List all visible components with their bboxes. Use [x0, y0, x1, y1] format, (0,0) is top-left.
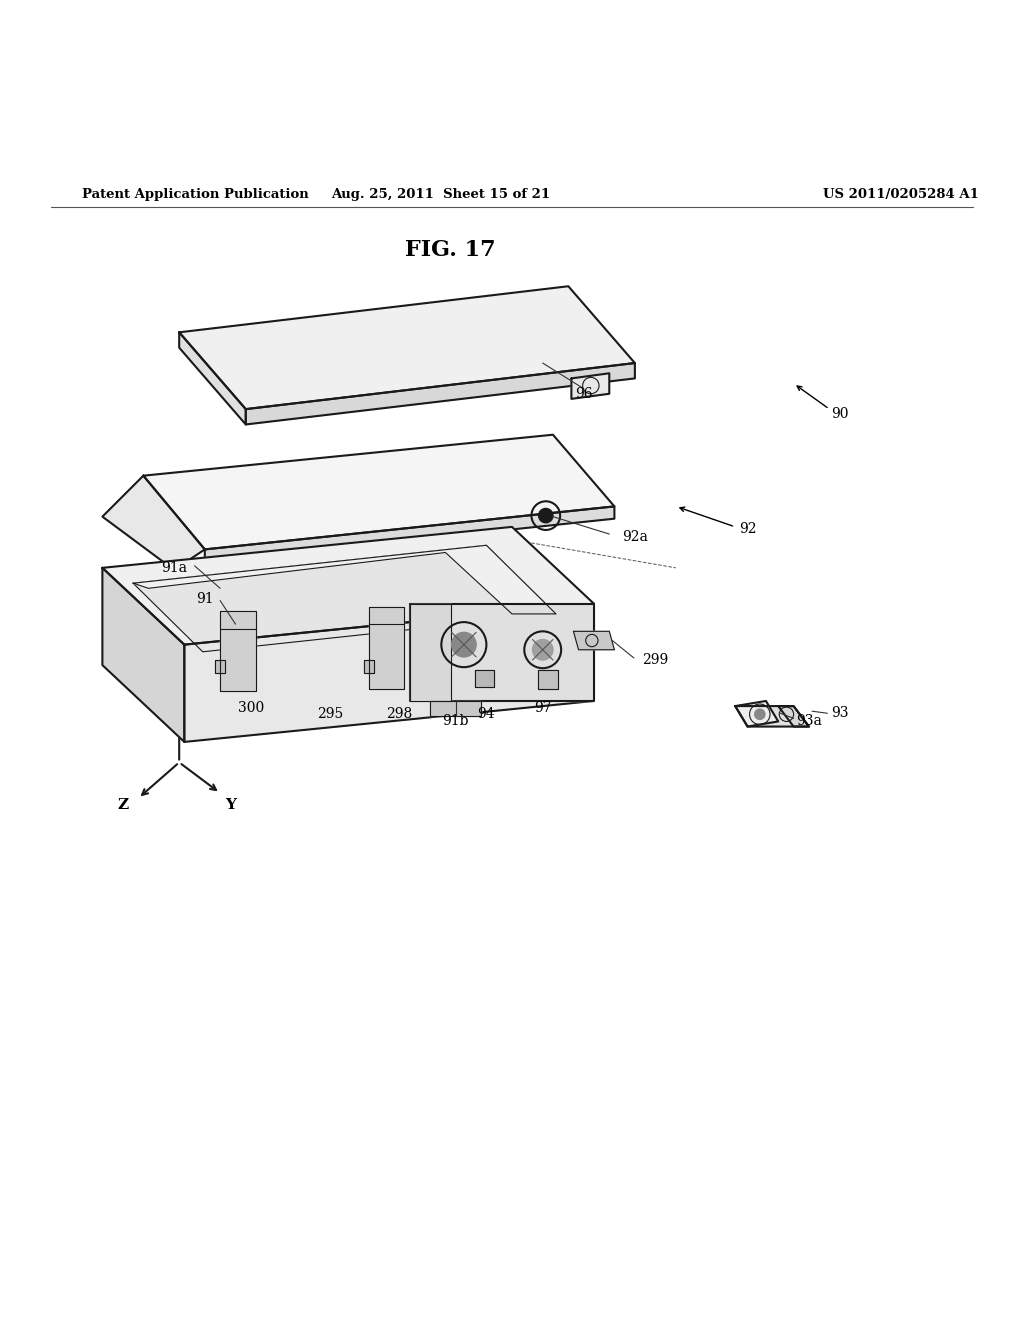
Polygon shape	[179, 333, 246, 425]
Polygon shape	[133, 545, 556, 652]
Polygon shape	[475, 671, 494, 686]
Text: X: X	[188, 689, 201, 702]
Text: Z: Z	[118, 799, 128, 812]
Polygon shape	[215, 660, 225, 673]
Polygon shape	[205, 507, 614, 562]
Text: Y: Y	[225, 799, 236, 812]
Text: US 2011/0205284 A1: US 2011/0205284 A1	[823, 187, 979, 201]
Text: Patent Application Publication: Patent Application Publication	[82, 187, 308, 201]
Polygon shape	[571, 374, 609, 399]
Text: 91b: 91b	[442, 714, 469, 729]
Circle shape	[532, 639, 553, 660]
Polygon shape	[133, 545, 556, 614]
Circle shape	[539, 508, 553, 523]
Text: 94: 94	[477, 708, 496, 721]
Polygon shape	[364, 660, 374, 673]
Text: 96: 96	[574, 387, 593, 401]
Polygon shape	[573, 631, 614, 649]
Circle shape	[755, 709, 765, 719]
Text: 93a: 93a	[796, 714, 822, 729]
Circle shape	[452, 632, 476, 657]
Polygon shape	[179, 286, 635, 409]
Text: 90: 90	[830, 408, 849, 421]
Polygon shape	[538, 671, 558, 689]
Polygon shape	[735, 706, 809, 726]
Text: 300: 300	[238, 701, 264, 715]
Text: 92a: 92a	[622, 531, 648, 544]
Polygon shape	[735, 701, 778, 726]
Text: 92: 92	[738, 521, 757, 536]
Text: Aug. 25, 2011  Sheet 15 of 21: Aug. 25, 2011 Sheet 15 of 21	[331, 187, 550, 201]
Text: FIG. 17: FIG. 17	[406, 239, 496, 261]
Polygon shape	[430, 701, 481, 717]
Polygon shape	[184, 603, 594, 742]
Polygon shape	[410, 603, 594, 701]
Polygon shape	[369, 607, 404, 689]
Polygon shape	[778, 706, 809, 726]
Polygon shape	[220, 611, 256, 690]
Polygon shape	[102, 568, 184, 742]
Text: 298: 298	[386, 708, 413, 721]
Polygon shape	[246, 363, 635, 425]
Text: 91a: 91a	[161, 561, 187, 574]
Text: 299: 299	[642, 653, 669, 667]
Text: 91: 91	[196, 591, 214, 606]
Polygon shape	[143, 434, 614, 549]
Polygon shape	[102, 527, 594, 644]
Polygon shape	[410, 603, 451, 701]
Text: 93: 93	[830, 706, 849, 721]
Text: 97: 97	[534, 701, 552, 715]
Polygon shape	[102, 475, 205, 570]
Text: 295: 295	[316, 708, 343, 721]
